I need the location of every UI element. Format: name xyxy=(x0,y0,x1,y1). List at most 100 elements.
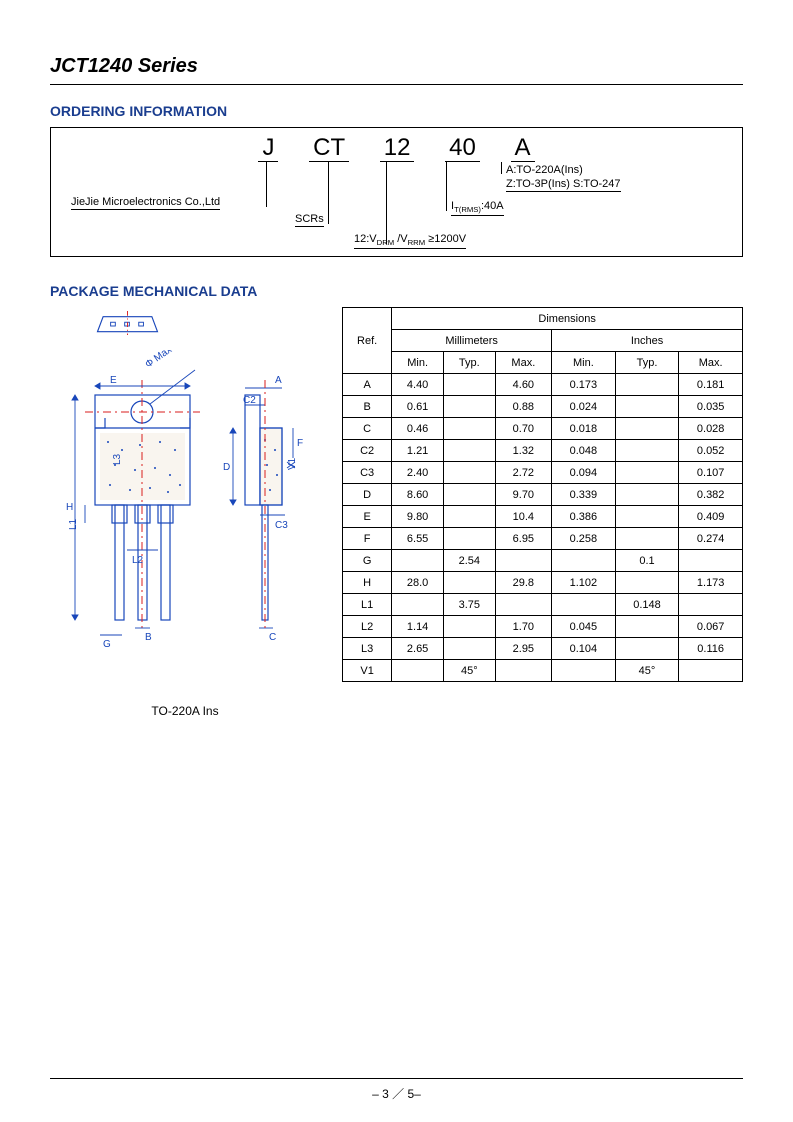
table-row: C21.211.320.0480.052 xyxy=(343,440,743,462)
cell-mm_max: 1.32 xyxy=(495,440,551,462)
svg-text:A: A xyxy=(275,375,282,386)
cell-mm_max: 0.88 xyxy=(495,396,551,418)
cell-in_typ xyxy=(615,506,679,528)
cell-mm_typ xyxy=(443,374,495,396)
table-row: C0.460.700.0180.028 xyxy=(343,418,743,440)
cell-mm_min: 4.40 xyxy=(392,374,444,396)
th-mm-typ: Typ. xyxy=(443,352,495,374)
cell-in_min: 1.102 xyxy=(552,572,616,594)
cell-in_max: 0.116 xyxy=(679,638,743,660)
cell-in_min xyxy=(552,550,616,572)
ordering-heading: ORDERING INFORMATION xyxy=(50,103,743,119)
cell-mm_typ xyxy=(443,506,495,528)
th-mm-min: Min. xyxy=(392,352,444,374)
cell-mm_max: 10.4 xyxy=(495,506,551,528)
th-in-typ: Typ. xyxy=(615,352,679,374)
cell-mm_max: 2.95 xyxy=(495,638,551,660)
cell-mm_typ: 3.75 xyxy=(443,594,495,616)
cell-mm_typ: 2.54 xyxy=(443,550,495,572)
cell-mm_typ xyxy=(443,638,495,660)
cell-mm_typ xyxy=(443,572,495,594)
topview-icon xyxy=(90,311,165,335)
cell-mm_typ xyxy=(443,462,495,484)
cell-mm_typ xyxy=(443,396,495,418)
svg-text:C: C xyxy=(269,632,276,643)
cell-mm_max xyxy=(495,550,551,572)
cell-mm_typ xyxy=(443,528,495,550)
cell-mm_min: 8.60 xyxy=(392,484,444,506)
cell-mm_max: 1.70 xyxy=(495,616,551,638)
cell-in_min: 0.048 xyxy=(552,440,616,462)
svg-text:F: F xyxy=(297,438,303,449)
cell-ref: C3 xyxy=(343,462,392,484)
cell-in_max: 0.028 xyxy=(679,418,743,440)
cell-ref: C2 xyxy=(343,440,392,462)
cell-in_min: 0.045 xyxy=(552,616,616,638)
cell-in_min: 0.094 xyxy=(552,462,616,484)
cell-ref: L1 xyxy=(343,594,392,616)
package-label: TO-220A Ins xyxy=(50,704,320,718)
cell-in_min: 0.339 xyxy=(552,484,616,506)
cell-mm_min xyxy=(392,550,444,572)
label-12: 12:VDRM /VRRM ≥1200V xyxy=(354,233,466,249)
cell-in_min: 0.104 xyxy=(552,638,616,660)
cell-mm_min: 2.40 xyxy=(392,462,444,484)
ordering-box: J CT 12 40 A JieJie Microelectronics Co.… xyxy=(50,127,743,257)
cell-in_min xyxy=(552,660,616,682)
cell-in_typ: 0.148 xyxy=(615,594,679,616)
table-row: L1 3.75 0.148 xyxy=(343,594,743,616)
cell-in_max: 0.052 xyxy=(679,440,743,462)
code-ct: CT xyxy=(309,136,349,162)
cell-mm_min xyxy=(392,660,444,682)
table-row: F6.556.950.2580.274 xyxy=(343,528,743,550)
cell-ref: G xyxy=(343,550,392,572)
svg-text:E: E xyxy=(110,375,117,386)
th-dims: Dimensions xyxy=(392,308,743,330)
cell-ref: F xyxy=(343,528,392,550)
cell-mm_min: 1.14 xyxy=(392,616,444,638)
cell-ref: L2 xyxy=(343,616,392,638)
code-40: 40 xyxy=(445,136,480,162)
cell-in_min xyxy=(552,594,616,616)
cell-mm_min xyxy=(392,594,444,616)
table-row: H28.029.81.1021.173 xyxy=(343,572,743,594)
th-mm: Millimeters xyxy=(392,330,552,352)
table-row: B0.610.880.0240.035 xyxy=(343,396,743,418)
svg-text:H: H xyxy=(66,502,73,513)
svg-text:L3: L3 xyxy=(112,454,123,466)
cell-ref: B xyxy=(343,396,392,418)
cell-ref: V1 xyxy=(343,660,392,682)
label-ct: SCRs xyxy=(295,213,324,227)
cell-in_max: 1.173 xyxy=(679,572,743,594)
cell-mm_max xyxy=(495,594,551,616)
cell-in_max: 0.409 xyxy=(679,506,743,528)
cell-in_max: 0.274 xyxy=(679,528,743,550)
package-heading: PACKAGE MECHANICAL DATA xyxy=(50,283,743,299)
cell-in_max: 0.181 xyxy=(679,374,743,396)
cell-in_min: 0.258 xyxy=(552,528,616,550)
cell-mm_typ xyxy=(443,616,495,638)
svg-text:L1: L1 xyxy=(68,519,79,531)
cell-in_typ xyxy=(615,374,679,396)
dimensions-table: Ref. Dimensions Millimeters Inches Min. … xyxy=(342,307,743,682)
cell-in_min: 0.173 xyxy=(552,374,616,396)
cell-mm_min: 9.80 xyxy=(392,506,444,528)
label-a2: Z:TO-3P(Ins) S:TO-247 xyxy=(506,178,621,192)
cell-in_typ xyxy=(615,440,679,462)
ordering-code: J CT 12 40 A xyxy=(51,134,742,162)
table-row: A4.404.600.1730.181 xyxy=(343,374,743,396)
cell-mm_max: 2.72 xyxy=(495,462,551,484)
label-40: IT(RMS):40A xyxy=(451,200,504,216)
cell-in_min: 0.024 xyxy=(552,396,616,418)
table-row: L21.14 1.700.045 0.067 xyxy=(343,616,743,638)
cell-in_min: 0.018 xyxy=(552,418,616,440)
package-drawings: E H L1 L2 L3 G xyxy=(50,350,320,700)
svg-text:Φ Max 3.8mm: Φ Max 3.8mm xyxy=(143,350,201,370)
cell-in_max: 0.067 xyxy=(679,616,743,638)
label-j: JieJie Microelectronics Co.,Ltd xyxy=(71,196,220,210)
cell-ref: C xyxy=(343,418,392,440)
code-j: J xyxy=(258,136,278,162)
svg-text:D: D xyxy=(223,462,230,473)
cell-in_max: 0.035 xyxy=(679,396,743,418)
cell-in_max xyxy=(679,660,743,682)
